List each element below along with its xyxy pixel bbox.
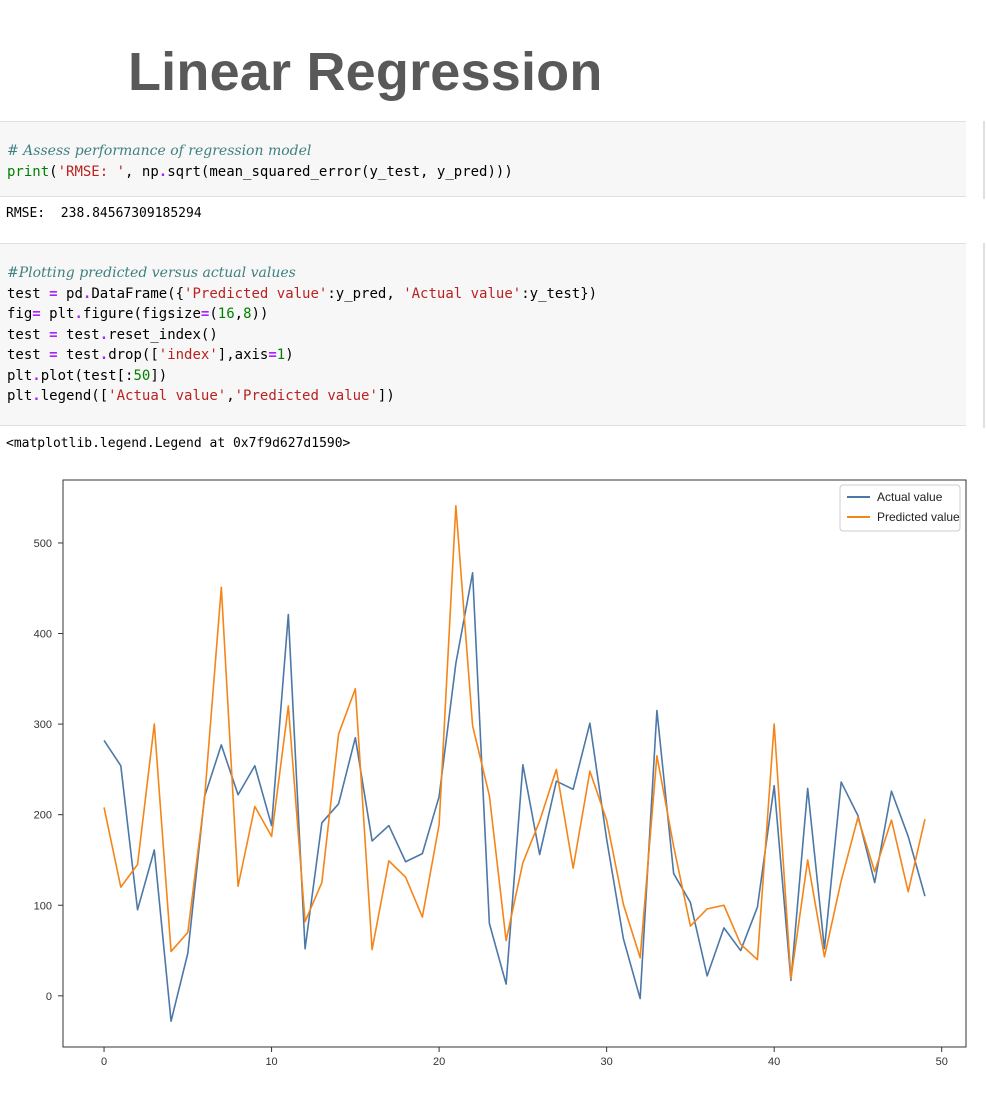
code-token: = [268, 347, 276, 363]
code-token: 16 [218, 306, 235, 322]
code-token: plot(test[: [41, 368, 134, 384]
code-token: ],axis [218, 347, 269, 363]
legend-label: Actual value [877, 490, 943, 504]
code-token: . [32, 388, 40, 404]
code-token: ( [49, 164, 57, 180]
x-tick-label: 0 [101, 1056, 107, 1068]
code-token: :y_pred, [327, 286, 403, 302]
code-cell-rmse[interactable]: # Assess performance of regression model… [0, 121, 966, 197]
code-token: 1 [277, 347, 285, 363]
x-tick-label: 40 [768, 1056, 780, 1068]
code-token: 8 [243, 306, 251, 322]
code-token: 'Predicted value' [184, 286, 327, 302]
code-token: 'Actual value' [403, 286, 521, 302]
code-block: #Plotting predicted versus actual values… [0, 244, 966, 407]
code-token: # Assess performance of regression model [7, 143, 311, 159]
y-tick-label: 300 [34, 719, 52, 731]
code-line: plt.plot(test[:50]) [7, 366, 966, 387]
code-line: print('RMSE: ', np.sqrt(mean_squared_err… [7, 162, 966, 183]
code-cell-plot[interactable]: #Plotting predicted versus actual values… [0, 243, 966, 426]
code-token: = [32, 306, 40, 322]
code-token: 'index' [159, 347, 218, 363]
code-token: #Plotting predicted versus actual values [7, 265, 296, 281]
code-token: test [58, 327, 100, 343]
code-token: drop([ [108, 347, 159, 363]
slide-title: Linear Regression [128, 40, 603, 104]
y-tick-label: 400 [34, 629, 52, 641]
code-token: pd [58, 286, 83, 302]
code-token: test [7, 286, 49, 302]
code-token: 'Predicted value' [235, 388, 378, 404]
code-token: . [159, 164, 167, 180]
code-token: 'RMSE: ' [58, 164, 125, 180]
x-tick-label: 10 [265, 1056, 277, 1068]
code-token: sqrt(mean_squared_error(y_test, y_pred))… [167, 164, 513, 180]
y-tick-label: 100 [34, 900, 52, 912]
cell-output-rmse: RMSE: 238.84567309185294 [6, 206, 202, 221]
code-line: test = test.reset_index() [7, 325, 966, 346]
code-token: legend([ [41, 388, 108, 404]
code-token: )) [252, 306, 269, 322]
y-tick-label: 200 [34, 810, 52, 822]
code-line: test = test.drop(['index'],axis=1) [7, 345, 966, 366]
code-token: print [7, 164, 49, 180]
code-token: plt [7, 388, 32, 404]
code-token: test [7, 347, 49, 363]
code-token: = [49, 327, 57, 343]
code-token: DataFrame({ [91, 286, 184, 302]
code-token: plt [41, 306, 75, 322]
code-token: ]) [150, 368, 167, 384]
code-token: test [7, 327, 49, 343]
code-token: , [235, 306, 243, 322]
code-line: #Plotting predicted versus actual values [7, 263, 966, 284]
code-token: , np [125, 164, 159, 180]
code-token: . [74, 306, 82, 322]
code-line: test = pd.DataFrame({'Predicted value':y… [7, 284, 966, 305]
code-line: fig= plt.figure(figsize=(16,8)) [7, 304, 966, 325]
code-token: plt [7, 368, 32, 384]
code-token: :y_test}) [521, 286, 597, 302]
cell-edge [983, 121, 985, 199]
code-line: # Assess performance of regression model [7, 141, 966, 162]
code-token: fig [7, 306, 32, 322]
code-token: figure(figsize [83, 306, 201, 322]
code-token: , [226, 388, 234, 404]
cell-output-legend: <matplotlib.legend.Legend at 0x7f9d627d1… [6, 436, 350, 451]
code-token: . [32, 368, 40, 384]
code-token: . [100, 347, 108, 363]
code-token: reset_index() [108, 327, 218, 343]
y-tick-label: 0 [46, 991, 52, 1003]
legend-label: Predicted value [877, 510, 960, 524]
code-token: ) [285, 347, 293, 363]
x-tick-label: 50 [936, 1056, 948, 1068]
x-tick-label: 30 [601, 1056, 613, 1068]
code-token: = [49, 286, 57, 302]
code-token: 'Actual value' [108, 388, 226, 404]
code-token: test [58, 347, 100, 363]
code-line: plt.legend(['Actual value','Predicted va… [7, 386, 966, 407]
code-block: # Assess performance of regression model… [0, 122, 966, 182]
code-token: 50 [133, 368, 150, 384]
cell-edge [983, 243, 985, 428]
code-token: . [100, 327, 108, 343]
code-token: ]) [378, 388, 395, 404]
y-tick-label: 500 [34, 538, 52, 550]
plot-area [63, 480, 966, 1047]
code-token: ( [209, 306, 217, 322]
x-tick-label: 20 [433, 1056, 445, 1068]
code-token: = [49, 347, 57, 363]
